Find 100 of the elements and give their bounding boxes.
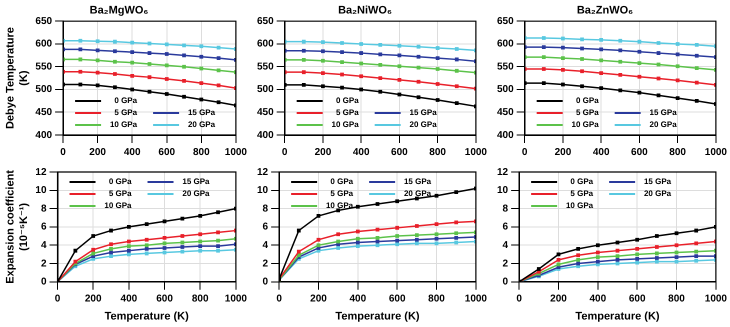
y-axis-title: Expansion coefficient (10⁻⁵K⁻¹) — [4, 170, 30, 284]
legend-label: 5 GPa — [330, 189, 354, 198]
y-tick-label: 400 — [35, 130, 53, 141]
legend-label: 0 GPa — [114, 96, 138, 106]
x-tick-label: 600 — [628, 294, 646, 305]
legend-label: 5 GPa — [570, 189, 594, 198]
y-tick-label: 400 — [256, 130, 274, 141]
y-tick-label: 8 — [502, 203, 509, 214]
legend-label: 10 GPa — [326, 201, 354, 210]
y-tick-label: 6 — [40, 222, 47, 233]
y-tick-label: 500 — [35, 84, 53, 96]
x-tick-label: 0 — [516, 294, 522, 305]
y-tick-label: 4 — [262, 240, 269, 251]
x-tick-label: 200 — [84, 294, 102, 305]
y-tick-label: 600 — [35, 38, 53, 50]
y-tick-label: 600 — [496, 38, 514, 50]
x-tick-label: 600 — [388, 294, 406, 305]
y-tick-label: 600 — [256, 38, 274, 50]
y-tick-label: 8 — [262, 203, 269, 214]
x-tick-label: 800 — [669, 146, 686, 158]
legend-label: 15 GPa — [644, 177, 672, 186]
y-tick-label: 550 — [35, 61, 53, 72]
legend-label: 5 GPa — [114, 108, 138, 118]
chart-title: Ba₂NiWO₆ — [338, 4, 392, 17]
legend-label: 10 GPa — [332, 120, 360, 130]
x-tick-label: 200 — [314, 146, 332, 158]
x-tick-label: 400 — [352, 146, 370, 158]
x-tick-label: 600 — [631, 146, 648, 158]
x-tick-label: 1000 — [464, 146, 488, 158]
y-tick-label: 10 — [497, 185, 509, 196]
x-tick-label: 0 — [522, 146, 528, 158]
y-tick-label: 650 — [256, 16, 274, 27]
legend-label: 15 GPa — [410, 108, 438, 118]
x-tick-label: 1000 — [464, 294, 488, 305]
x-tick-label: 800 — [192, 146, 210, 158]
y-tick-label: 400 — [496, 130, 514, 141]
x-tick-label: 600 — [391, 146, 408, 158]
y-tick-label: 10 — [35, 185, 47, 196]
legend-label: 20 GPa — [404, 189, 432, 198]
legend-label: 0 GPa — [570, 177, 594, 186]
y-tick-label: 6 — [502, 222, 509, 233]
y-tick-label: 0 — [262, 276, 269, 288]
x-tick-label: 400 — [124, 146, 141, 158]
x-tick-label: 200 — [89, 146, 106, 158]
x-tick-label: 800 — [428, 294, 446, 305]
legend-label: 20 GPa — [182, 189, 210, 198]
y-tick-label: 12 — [497, 166, 509, 178]
x-tick-label: 1000 — [224, 294, 248, 305]
x-tick-label: 400 — [589, 294, 607, 305]
x-tick-label: 0 — [54, 294, 61, 305]
y-tick-label: 500 — [496, 84, 514, 96]
legend-label: 10 GPa — [104, 201, 132, 210]
x-tick-label: 1000 — [224, 146, 248, 158]
x-tick-label: 0 — [282, 146, 288, 158]
y-tick-label: 650 — [35, 16, 53, 27]
x-tick-label: 600 — [156, 294, 174, 305]
x-tick-label: 400 — [120, 294, 138, 305]
legend-label: 15 GPa — [182, 177, 210, 186]
legend-label: 0 GPa — [576, 96, 600, 106]
y-tick-label: 450 — [496, 106, 514, 118]
x-tick-label: 800 — [668, 294, 686, 305]
legend-label: 20 GPa — [644, 189, 672, 198]
x-tick-label: 200 — [550, 294, 568, 305]
y-tick-label: 8 — [40, 203, 47, 214]
y-tick-label: 2 — [502, 258, 509, 270]
legend-label: 15 GPa — [188, 108, 216, 118]
y-tick-label: 550 — [256, 61, 274, 72]
y-tick-label: 6 — [262, 222, 269, 233]
x-tick-label: 800 — [429, 146, 446, 158]
x-axis-title: Temperature (K) — [575, 310, 660, 322]
legend-label: 5 GPa — [108, 189, 132, 198]
y-tick-label: 2 — [40, 258, 47, 270]
y-tick-label: 10 — [257, 185, 269, 196]
chart-title: Ba₂ZnWO₆ — [576, 4, 634, 17]
legend-label: 15 GPa — [650, 108, 678, 118]
y-tick-label: 4 — [502, 240, 509, 251]
legend-label: 15 GPa — [404, 177, 432, 186]
x-tick-label: 200 — [554, 146, 572, 158]
y-tick-label: 2 — [262, 258, 269, 270]
y-tick-label: 650 — [496, 16, 514, 27]
y-tick-label: 550 — [496, 61, 514, 72]
legend-label: 10 GPa — [110, 120, 138, 130]
legend-label: 20 GPa — [650, 120, 678, 130]
x-tick-label: 1000 — [704, 294, 728, 305]
x-axis-title: Temperature (K) — [104, 310, 190, 322]
x-tick-label: 200 — [310, 294, 328, 305]
legend-label: 5 GPa — [576, 108, 600, 118]
y-tick-label: 450 — [35, 106, 53, 118]
legend-label: 5 GPa — [336, 108, 360, 118]
x-tick-label: 800 — [192, 294, 209, 305]
y-tick-label: 0 — [40, 276, 47, 288]
y-tick-label: 450 — [256, 106, 274, 118]
legend-label: 20 GPa — [410, 120, 438, 130]
chart-title: Ba₂MgWO₆ — [90, 4, 148, 17]
x-tick-label: 0 — [60, 146, 66, 158]
x-tick-label: 600 — [158, 146, 176, 158]
x-tick-label: 400 — [592, 146, 610, 158]
x-tick-label: 1000 — [704, 146, 728, 158]
y-tick-label: 12 — [35, 166, 47, 178]
y-tick-label: 4 — [40, 240, 47, 251]
